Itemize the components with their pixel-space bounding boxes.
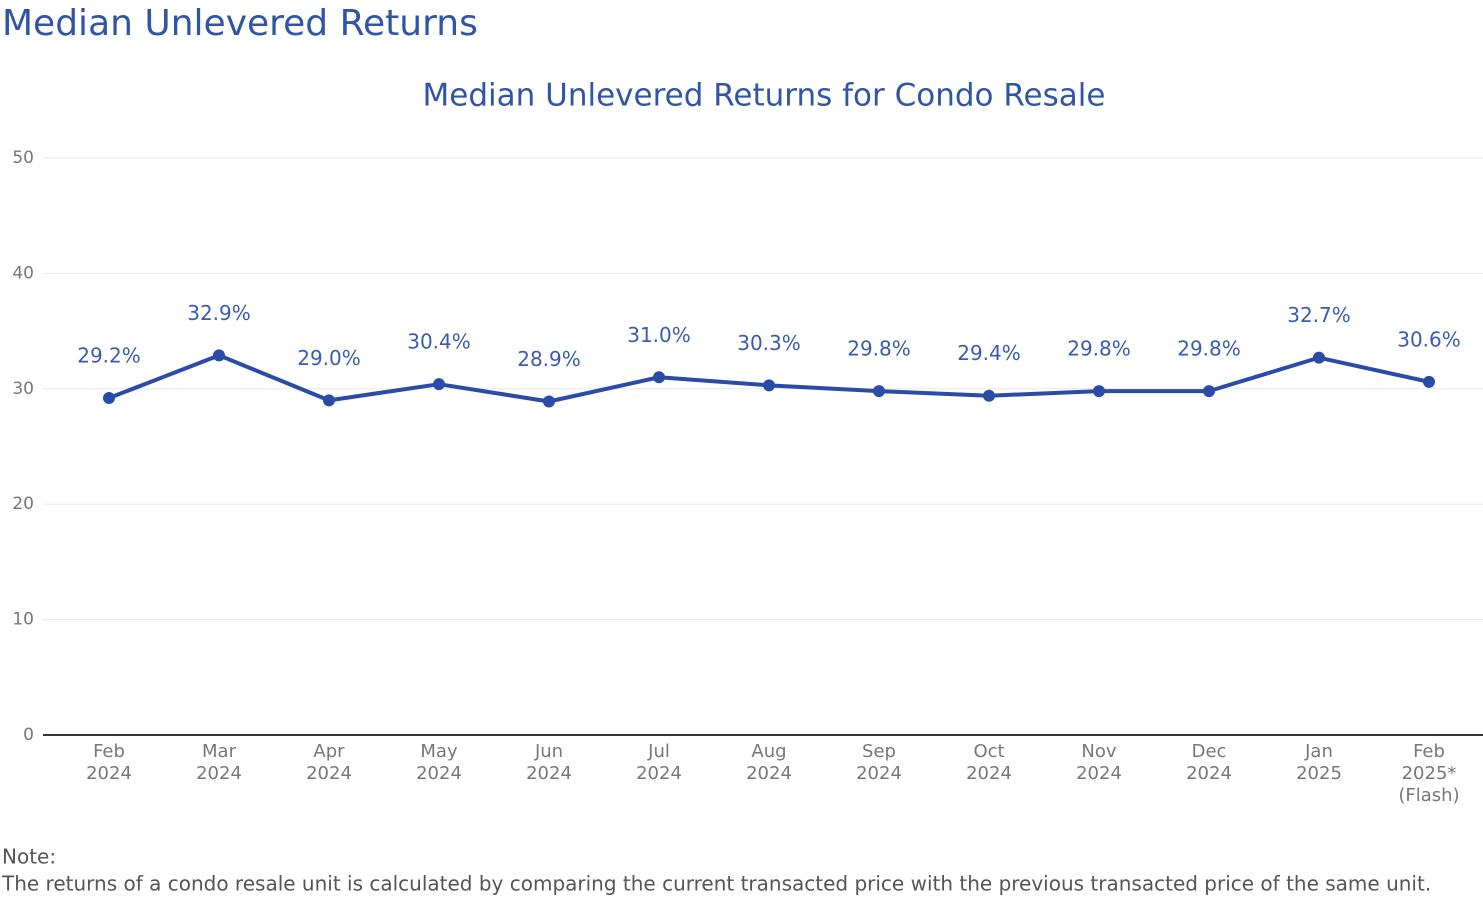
y-tick-label: 30 [12, 379, 34, 399]
data-point [653, 371, 665, 384]
data-label: 32.9% [187, 301, 251, 325]
data-label: 29.8% [1067, 337, 1131, 361]
data-point [1093, 385, 1105, 398]
data-label: 29.0% [297, 346, 361, 370]
data-point [543, 395, 555, 408]
data-point [983, 389, 995, 402]
x-tick-label: Dec [1192, 741, 1227, 762]
x-tick-label: 2024 [746, 763, 792, 784]
y-tick-label: 0 [23, 725, 34, 745]
x-tick-label: 2025 [1296, 763, 1342, 784]
y-tick-label: 10 [12, 610, 34, 630]
x-tick-label: Sep [862, 741, 896, 762]
x-tick-label: Jan [1304, 741, 1333, 762]
x-tick-label: 2024 [966, 763, 1012, 784]
data-label: 30.6% [1397, 327, 1461, 351]
data-point [1203, 385, 1215, 398]
x-tick-label: 2024 [196, 763, 242, 784]
data-label: 30.4% [407, 330, 471, 354]
x-tick-label: 2024 [306, 763, 352, 784]
data-label: 31.0% [627, 323, 691, 347]
data-label: 32.7% [1287, 303, 1351, 327]
x-tick-label: Feb [93, 741, 125, 762]
y-tick-label: 50 [12, 148, 34, 168]
x-tick-label: 2024 [526, 763, 572, 784]
data-label: 29.8% [847, 337, 911, 361]
x-tick-label: Mar [202, 741, 237, 762]
x-tick-label: 2024 [856, 763, 902, 784]
x-tick-label: May [420, 741, 458, 762]
data-label: 29.2% [77, 344, 141, 368]
y-tick-label: 40 [12, 263, 34, 283]
data-point [763, 379, 775, 392]
x-tick-label: Feb [1413, 741, 1445, 762]
page-title: Median Unlevered Returns [2, 3, 478, 44]
data-label: 29.4% [957, 341, 1021, 365]
note-label: Note: [2, 845, 56, 869]
data-point [103, 392, 115, 405]
x-tick-label: 2024 [1076, 763, 1122, 784]
data-point [433, 378, 445, 391]
x-tick-label: Jul [647, 741, 670, 762]
data-label: 29.8% [1177, 337, 1241, 361]
x-tick-label: Oct [973, 741, 1004, 762]
x-tick-label: Nov [1081, 741, 1116, 762]
x-tick-label: 2024 [1186, 763, 1232, 784]
data-point [213, 349, 225, 362]
x-tick-label: 2024 [636, 763, 682, 784]
chart-title: Median Unlevered Returns for Condo Resal… [423, 78, 1106, 114]
x-tick-label: (Flash) [1398, 785, 1459, 806]
x-tick-label: 2024 [416, 763, 462, 784]
x-tick-label: 2024 [86, 763, 132, 784]
x-tick-label: Jun [534, 741, 563, 762]
data-label: 28.9% [517, 347, 581, 371]
x-tick-label: Aug [751, 741, 786, 762]
data-point [873, 385, 885, 398]
data-point [323, 394, 335, 407]
x-tick-label: Apr [313, 741, 345, 762]
data-point [1423, 375, 1435, 388]
x-tick-label: 2025* [1402, 763, 1457, 784]
data-label: 30.3% [737, 331, 801, 355]
note-text: The returns of a condo resale unit is ca… [1, 872, 1431, 896]
data-point [1313, 351, 1325, 364]
y-tick-label: 20 [12, 494, 34, 514]
